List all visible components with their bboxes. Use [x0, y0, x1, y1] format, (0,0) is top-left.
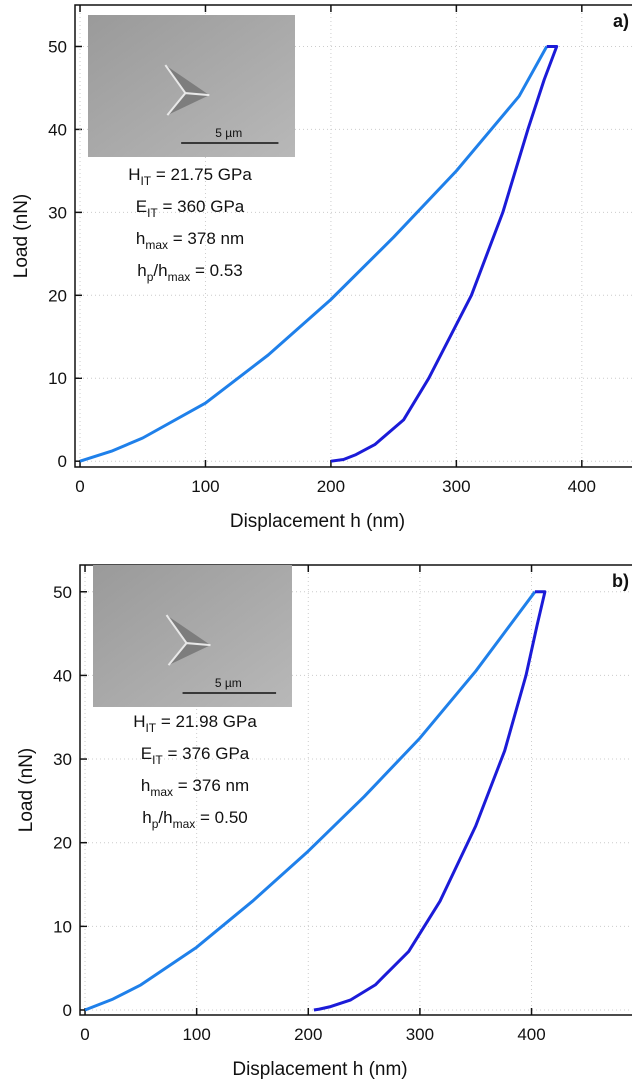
x-axis-label: Displacement h (nm)	[232, 1059, 407, 1080]
x-tick-label: 0	[80, 1025, 89, 1044]
curve	[330, 45, 559, 463]
subscript: IT	[145, 721, 156, 735]
annotation-text: h	[142, 808, 151, 827]
y-tick-label: 10	[53, 917, 72, 936]
annotation: hmax = 376 nm	[141, 776, 249, 799]
annotation-text: H	[128, 165, 140, 184]
y-tick-label: 30	[48, 203, 67, 222]
scale-bar-label: 5 µm	[215, 676, 242, 690]
annotation: hmax = 378 nm	[136, 229, 244, 252]
x-tick-label: 400	[517, 1025, 545, 1044]
annotation: EIT = 376 GPa	[141, 744, 250, 767]
annotation-text: E	[141, 744, 152, 763]
annotation: HIT = 21.98 GPa	[133, 712, 257, 735]
indent	[165, 65, 210, 116]
y-tick-label: 50	[53, 583, 72, 602]
subscript: p	[152, 817, 159, 831]
y-tick-label: 0	[63, 1001, 72, 1020]
curve	[84, 590, 537, 1012]
plot-frame	[74, 4, 632, 468]
y-tick-label: 0	[58, 452, 67, 471]
subscript: IT	[147, 206, 158, 220]
annotation: hp/hmax = 0.50	[142, 808, 247, 831]
annotation-text: E	[136, 197, 147, 216]
x-tick-label: 100	[191, 477, 219, 496]
scale-bar-label: 5 µm	[215, 126, 242, 140]
y-tick-label: 20	[53, 834, 72, 853]
x-tick-label: 200	[317, 477, 345, 496]
y-tick-label: 40	[53, 666, 72, 685]
panel-label: b)	[612, 571, 629, 591]
x-tick-label: 200	[294, 1025, 322, 1044]
annotation-text: = 0.50	[195, 808, 247, 827]
annotation-text: = 21.75 GPa	[151, 165, 252, 184]
annotation-text: = 360 GPa	[158, 197, 245, 216]
annotation-text: h	[141, 776, 150, 795]
curve	[79, 45, 549, 463]
subscript: max	[173, 817, 196, 831]
indent-edge	[165, 614, 211, 666]
indent	[166, 615, 211, 666]
subscript: IT	[152, 753, 163, 767]
annotation-text: = 378 nm	[168, 229, 244, 248]
y-axis-label: Load (nN)	[11, 194, 32, 279]
annotation-text: = 376 nm	[173, 776, 249, 795]
y-tick-label: 50	[48, 37, 67, 56]
x-tick-label: 300	[442, 477, 470, 496]
x-tick-label: 400	[568, 477, 596, 496]
subscript: max	[168, 270, 191, 284]
subscript: IT	[140, 174, 151, 188]
annotation-text: h	[137, 261, 146, 280]
annotation-text: H	[133, 712, 145, 731]
annotation-text: /h	[153, 261, 167, 280]
y-tick-label: 40	[48, 120, 67, 139]
annotation-text: = 0.53	[190, 261, 242, 280]
y-tick-label: 10	[48, 369, 67, 388]
x-axis-label: Displacement h (nm)	[230, 511, 405, 532]
annotation-text: = 376 GPa	[163, 744, 250, 763]
x-tick-label: 0	[75, 477, 84, 496]
panel-label: a)	[613, 11, 629, 31]
subscript: max	[150, 785, 173, 799]
plot-frame	[79, 564, 632, 1016]
y-axis-label: Load (nN)	[16, 748, 37, 833]
x-tick-label: 300	[406, 1025, 434, 1044]
annotation: hp/hmax = 0.53	[137, 261, 242, 284]
y-tick-label: 30	[53, 750, 72, 769]
annotation: EIT = 360 GPa	[136, 197, 245, 220]
annotation-text: = 21.98 GPa	[156, 712, 257, 731]
y-tick-label: 20	[48, 286, 67, 305]
annotation-text: h	[136, 229, 145, 248]
indent-edge	[164, 64, 210, 116]
annotation: HIT = 21.75 GPa	[128, 165, 252, 188]
subscript: p	[147, 270, 154, 284]
x-tick-label: 100	[182, 1025, 210, 1044]
curve	[313, 590, 547, 1012]
annotation-text: /h	[158, 808, 172, 827]
subscript: max	[145, 238, 168, 252]
